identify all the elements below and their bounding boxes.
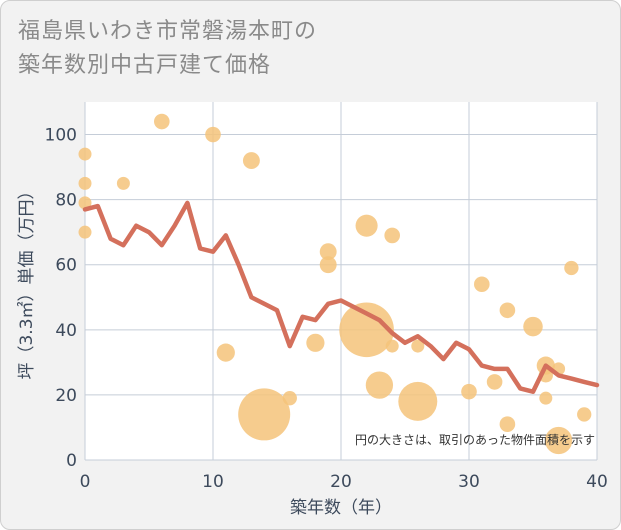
bubble-size-note: 円の大きさは、取引のあった物件面積を示す <box>355 432 595 447</box>
bubble-point <box>78 176 92 190</box>
bubble-point <box>339 302 394 358</box>
x-tick-label: 20 <box>330 472 352 492</box>
grid-lines <box>84 102 598 461</box>
y-axis-ticks: 0 20 40 60 80 100 <box>45 126 77 471</box>
x-tick-label: 40 <box>586 472 608 492</box>
bubble-point <box>398 381 438 421</box>
x-tick-label: 30 <box>458 472 480 492</box>
x-tick-label: 0 <box>80 472 91 492</box>
y-tick-label: 0 <box>66 451 77 471</box>
bubble-point <box>461 383 477 400</box>
bubble-point <box>282 391 297 406</box>
y-axis-label: 坪（3.3㎡）単価（万円） <box>17 182 37 379</box>
x-axis-label: 築年数（年） <box>290 498 392 518</box>
bubble-point <box>355 214 378 237</box>
average-price-line <box>82 200 600 394</box>
chart-title-line-2: 築年数別中古戸建て価格 <box>18 53 272 78</box>
bubble-point <box>238 388 291 441</box>
x-tick-label: 10 <box>202 472 224 492</box>
bubble-point <box>78 225 92 239</box>
bubble-point <box>365 371 394 399</box>
bubble-point <box>474 276 490 293</box>
bubble-point <box>306 333 325 352</box>
bubble-series <box>78 113 592 455</box>
bubble-point <box>486 374 503 390</box>
bubble-point <box>78 147 92 161</box>
y-tick-label: 20 <box>55 386 77 406</box>
bubble-point <box>577 407 592 422</box>
x-axis-ticks: 0 10 20 30 40 <box>80 472 608 492</box>
y-tick-label: 40 <box>55 321 77 341</box>
bubble-point <box>564 260 579 276</box>
bubble-point <box>154 113 170 130</box>
bubble-point <box>499 302 516 319</box>
bubble-point <box>319 256 337 274</box>
bubble-point <box>216 343 235 362</box>
y-tick-label: 80 <box>55 191 77 211</box>
chart-title: 福島県いわき市常磐湯本町の 築年数別中古戸建て価格 <box>18 15 438 83</box>
y-tick-label: 100 <box>45 126 77 146</box>
bubble-point <box>116 176 130 190</box>
bubble-point <box>385 339 399 353</box>
bubble-point <box>523 316 543 337</box>
bubble-point <box>499 416 516 433</box>
bubble-point <box>544 426 573 455</box>
chart-title-line-1: 福島県いわき市常磐湯本町の <box>18 19 318 44</box>
bubble-point <box>78 196 92 210</box>
bubble-point <box>539 391 553 405</box>
bubble-point <box>319 243 337 261</box>
bubble-point <box>242 152 260 170</box>
bubble-point <box>384 227 401 244</box>
bubble-point <box>411 339 425 353</box>
y-tick-label: 60 <box>55 256 77 276</box>
bubble-point <box>205 126 221 143</box>
